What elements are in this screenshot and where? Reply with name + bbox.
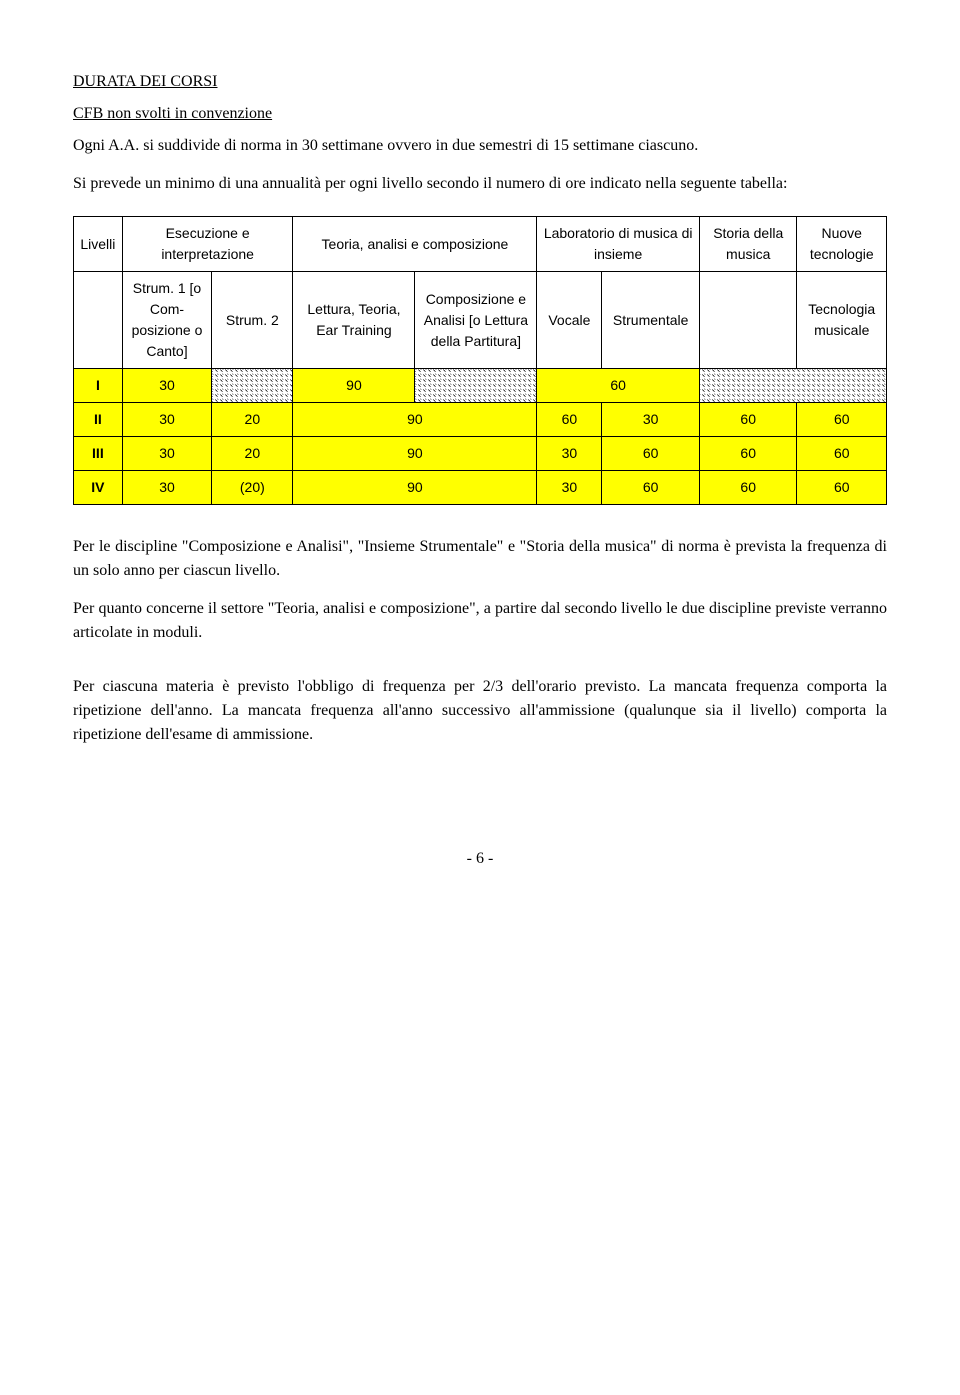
subheader-storia-empty bbox=[699, 272, 797, 369]
subheader-empty bbox=[74, 272, 123, 369]
intro-paragraph-2: Si prevede un minimo di una annualità pe… bbox=[73, 172, 887, 196]
intro-paragraph-1: Ogni A.A. si suddivide di norma in 30 se… bbox=[73, 134, 887, 158]
row-ii-c2: 20 bbox=[212, 403, 293, 437]
course-hours-table: Livelli Esecuzione e interpretazione Teo… bbox=[73, 216, 887, 505]
subheader-composizione: Composizione e Analisi [o Lettura della … bbox=[415, 272, 537, 369]
row-i-c2-hatched bbox=[212, 369, 293, 403]
row-ii-c7: 60 bbox=[699, 403, 797, 437]
row-i-c5: 60 bbox=[537, 369, 700, 403]
row-iv-c6: 60 bbox=[602, 471, 700, 505]
row-iv-c8: 60 bbox=[797, 471, 887, 505]
row-iv-c3: 90 bbox=[293, 471, 537, 505]
row-iv-c7: 60 bbox=[699, 471, 797, 505]
subheader-strum2: Strum. 2 bbox=[212, 272, 293, 369]
header-teoria: Teoria, analisi e composizione bbox=[293, 217, 537, 272]
row-i-c6-hatched bbox=[699, 369, 886, 403]
subheader-strum1: Strum. 1 [o Com-posizione o Canto] bbox=[122, 272, 211, 369]
row-i-c1: 30 bbox=[122, 369, 211, 403]
paragraph-2: Per quanto concerne il settore "Teoria, … bbox=[73, 597, 887, 645]
subheader-vocale: Vocale bbox=[537, 272, 602, 369]
row-iii-c5: 30 bbox=[537, 437, 602, 471]
row-iv-label: IV bbox=[74, 471, 123, 505]
paragraph-3: Per ciascuna materia è previsto l'obblig… bbox=[73, 675, 887, 747]
row-ii-label: II bbox=[74, 403, 123, 437]
row-ii-c3: 90 bbox=[293, 403, 537, 437]
row-ii-c8: 60 bbox=[797, 403, 887, 437]
row-iv-c2: (20) bbox=[212, 471, 293, 505]
header-livelli: Livelli bbox=[74, 217, 123, 272]
header-esecuzione: Esecuzione e interpretazione bbox=[122, 217, 293, 272]
subheader-strumentale: Strumentale bbox=[602, 272, 700, 369]
subheader-tecnologia: Tecnologia musicale bbox=[797, 272, 887, 369]
row-iii-c1: 30 bbox=[122, 437, 211, 471]
paragraph-1: Per le discipline "Composizione e Analis… bbox=[73, 535, 887, 583]
header-storia: Storia della musica bbox=[699, 217, 797, 272]
header-nuove-tecnologie: Nuove tecnologie bbox=[797, 217, 887, 272]
row-ii-c5: 60 bbox=[537, 403, 602, 437]
row-ii-c6: 30 bbox=[602, 403, 700, 437]
row-i-c3: 90 bbox=[293, 369, 415, 403]
row-iii-c3: 90 bbox=[293, 437, 537, 471]
row-iii-c6: 60 bbox=[602, 437, 700, 471]
row-iv-c1: 30 bbox=[122, 471, 211, 505]
header-laboratorio: Laboratorio di musica di insieme bbox=[537, 217, 700, 272]
row-iii-label: III bbox=[74, 437, 123, 471]
row-iii-c8: 60 bbox=[797, 437, 887, 471]
row-i-label: I bbox=[74, 369, 123, 403]
section-title: DURATA DEI CORSI bbox=[73, 70, 887, 94]
page-number: - 6 - bbox=[73, 847, 887, 871]
row-iii-c7: 60 bbox=[699, 437, 797, 471]
subheader-lettura: Lettura, Teoria, Ear Training bbox=[293, 272, 415, 369]
row-iv-c5: 30 bbox=[537, 471, 602, 505]
row-i-c4-hatched bbox=[415, 369, 537, 403]
row-iii-c2: 20 bbox=[212, 437, 293, 471]
section-subtitle: CFB non svolti in convenzione bbox=[73, 102, 887, 126]
row-ii-c1: 30 bbox=[122, 403, 211, 437]
